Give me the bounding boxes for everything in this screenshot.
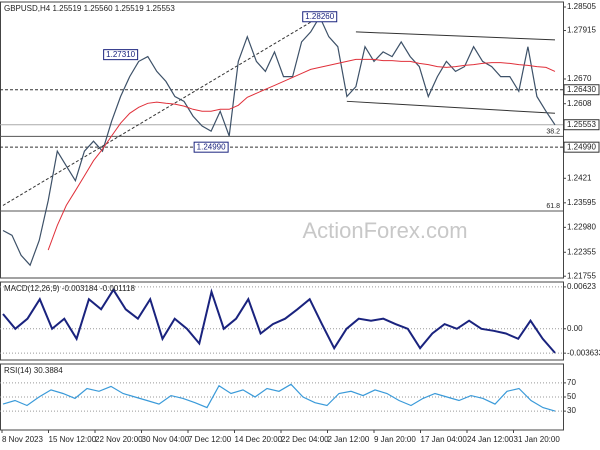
y-tick-label: 1.2608 — [567, 99, 592, 108]
panel-title: GBPUSD,H4 1.25519 1.25560 1.25519 1.2555… — [4, 4, 175, 13]
annotation-box — [302, 11, 338, 23]
x-tick-label: 8 Nov 2023 — [2, 435, 43, 444]
level-label: 1.25553 — [567, 120, 596, 129]
panel-frame — [0, 1, 564, 279]
fib-label: 61.8 — [546, 203, 560, 210]
y-tick-label: 30 — [567, 406, 576, 415]
level-label: 1.24990 — [567, 142, 596, 151]
level-box — [563, 119, 600, 131]
series-line — [2, 383, 556, 412]
y-tick-label: 1.2421 — [567, 173, 592, 182]
x-tick-label: 2 Jan 12:00 — [328, 435, 370, 444]
series-line — [47, 58, 556, 251]
x-tick-label: 15 Nov 12:00 — [49, 435, 97, 444]
y-tick-label: 0.00623 — [567, 282, 596, 291]
annotation-label: 1.24990 — [197, 142, 226, 151]
y-tick-label: 50 — [567, 392, 576, 401]
x-tick-label: 7 Dec 12:00 — [188, 435, 232, 444]
annotation-label: 1.27310 — [106, 50, 135, 59]
y-tick-label: -0.003633 — [567, 348, 600, 357]
x-tick-label: 24 Jan 12:00 — [467, 435, 514, 444]
trend-line — [346, 100, 556, 114]
y-tick-label: 1.22980 — [567, 222, 596, 231]
x-tick-label: 30 Nov 04:00 — [142, 435, 190, 444]
annotation-label: 1.28260 — [305, 12, 334, 21]
x-tick-label: 9 Jan 20:00 — [374, 435, 416, 444]
x-tick-label: 31 Jan 20:00 — [514, 435, 561, 444]
y-tick-label: 1.27915 — [567, 26, 596, 35]
x-tick-label: 17 Jan 04:00 — [421, 435, 468, 444]
y-tick-label: 1.22355 — [567, 247, 596, 256]
annotation-box — [103, 49, 139, 61]
series-line — [2, 15, 556, 267]
x-tick-label: 22 Nov 20:00 — [95, 435, 143, 444]
level-label: 1.26430 — [567, 85, 596, 94]
watermark: ActionForex.com — [302, 218, 467, 243]
panel-frame — [0, 281, 564, 361]
trend-line — [355, 31, 556, 41]
y-tick-label: 1.23595 — [567, 198, 596, 207]
series-line — [2, 287, 556, 354]
x-tick-label: 14 Dec 20:00 — [235, 435, 283, 444]
y-tick-label: 0.00 — [567, 324, 583, 333]
level-box — [563, 84, 600, 96]
y-tick-label: 1.28505 — [567, 2, 596, 11]
y-tick-label: 1.21755 — [567, 271, 596, 280]
panel-title: RSI(14) 30.3884 — [4, 366, 63, 375]
panel-title: MACD(12,26,9) -0.003184 -0.001118 — [4, 284, 135, 293]
trend-line — [2, 16, 320, 206]
fib-label: 38.2 — [546, 128, 560, 135]
y-tick-label: 70 — [567, 378, 576, 387]
y-tick-label: 1.2670 — [567, 74, 592, 83]
x-tick-label: 22 Dec 04:00 — [281, 435, 329, 444]
level-box — [563, 141, 600, 153]
annotation-box — [193, 141, 229, 153]
